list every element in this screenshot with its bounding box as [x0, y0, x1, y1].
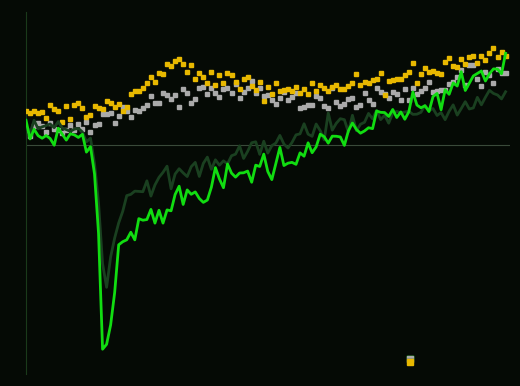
Legend: , , , : , , ,: [408, 356, 412, 363]
